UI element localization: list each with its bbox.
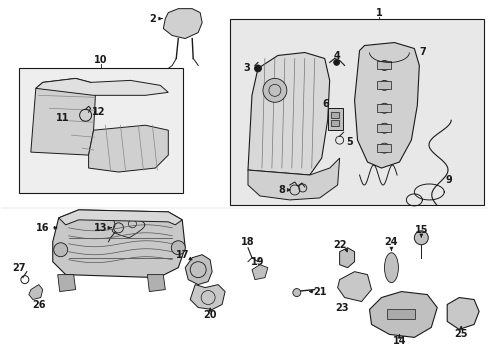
Polygon shape — [88, 125, 168, 172]
Text: 1: 1 — [375, 8, 382, 18]
Circle shape — [54, 243, 67, 257]
Bar — [377, 62, 390, 69]
Text: 19: 19 — [251, 257, 264, 267]
Text: 10: 10 — [94, 55, 107, 66]
Polygon shape — [447, 298, 478, 329]
Polygon shape — [247, 53, 329, 175]
Circle shape — [413, 231, 427, 245]
Bar — [377, 124, 390, 132]
Polygon shape — [147, 275, 165, 292]
Polygon shape — [354, 42, 419, 168]
Text: 20: 20 — [203, 310, 217, 320]
Polygon shape — [185, 255, 212, 285]
Text: 27: 27 — [12, 263, 25, 273]
Text: 12: 12 — [92, 107, 105, 117]
Text: 17: 17 — [175, 250, 188, 260]
Bar — [19, 68, 183, 193]
Circle shape — [333, 59, 339, 66]
Polygon shape — [190, 285, 224, 310]
Text: 23: 23 — [334, 302, 347, 312]
Text: 25: 25 — [453, 329, 467, 339]
Bar — [330, 120, 338, 126]
Polygon shape — [337, 272, 371, 302]
Text: 4: 4 — [333, 51, 339, 62]
Ellipse shape — [384, 253, 398, 283]
Text: 5: 5 — [346, 137, 352, 147]
Polygon shape — [36, 78, 168, 95]
Circle shape — [263, 78, 286, 102]
Bar — [327, 108, 342, 130]
Text: 2: 2 — [149, 14, 155, 24]
Bar — [229, 19, 483, 205]
Bar — [377, 144, 390, 152]
Text: 26: 26 — [32, 300, 45, 310]
Polygon shape — [31, 78, 95, 155]
Circle shape — [171, 241, 185, 255]
Text: 16: 16 — [36, 223, 49, 233]
Text: 6: 6 — [322, 99, 328, 109]
Polygon shape — [251, 265, 267, 280]
Text: 18: 18 — [241, 237, 254, 247]
Text: 21: 21 — [312, 287, 326, 297]
Polygon shape — [53, 210, 185, 278]
Bar — [377, 81, 390, 89]
Circle shape — [292, 289, 300, 297]
Polygon shape — [29, 285, 42, 300]
Text: 15: 15 — [414, 225, 427, 235]
Polygon shape — [339, 248, 354, 268]
Circle shape — [254, 65, 261, 72]
Polygon shape — [369, 292, 436, 337]
Text: 14: 14 — [392, 336, 406, 346]
Text: 3: 3 — [243, 63, 250, 73]
Text: 22: 22 — [332, 240, 346, 250]
Text: 7: 7 — [418, 48, 425, 58]
Polygon shape — [163, 9, 202, 39]
Bar — [330, 112, 338, 118]
Text: 11: 11 — [56, 113, 69, 123]
Text: 13: 13 — [94, 223, 107, 233]
Polygon shape — [247, 158, 339, 200]
Text: 24: 24 — [384, 237, 397, 247]
Polygon shape — [59, 210, 182, 225]
Bar — [377, 104, 390, 112]
Polygon shape — [58, 275, 76, 292]
Bar — [386, 310, 414, 319]
Text: 9: 9 — [445, 175, 452, 185]
Text: 8: 8 — [278, 185, 285, 195]
